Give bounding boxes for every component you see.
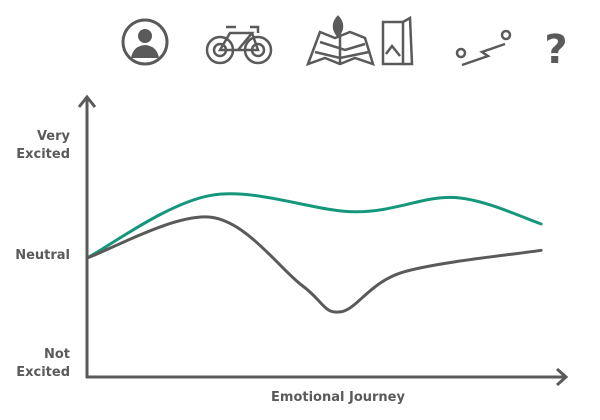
series-line-1 [85,215,543,314]
person-icon [121,18,169,66]
map-pin-icon [305,15,375,67]
y-label-not-excited: Not Excited [16,347,70,380]
brochure-icon [381,15,414,66]
x-axis [86,367,569,387]
y-axis [77,94,97,378]
axes [77,94,569,387]
icons-row: ? [121,15,568,73]
series-layer [85,192,543,314]
question-mark-icon: ? [544,27,567,73]
y-label-neutral: Neutral [15,248,70,263]
route-icon [455,29,512,67]
series-line-0 [85,192,543,260]
y-label-very-excited: Very Excited [16,129,70,162]
x-axis-label: Emotional Journey [271,390,405,405]
svg-text:?: ? [544,27,567,73]
bicycle-icon [205,25,273,65]
